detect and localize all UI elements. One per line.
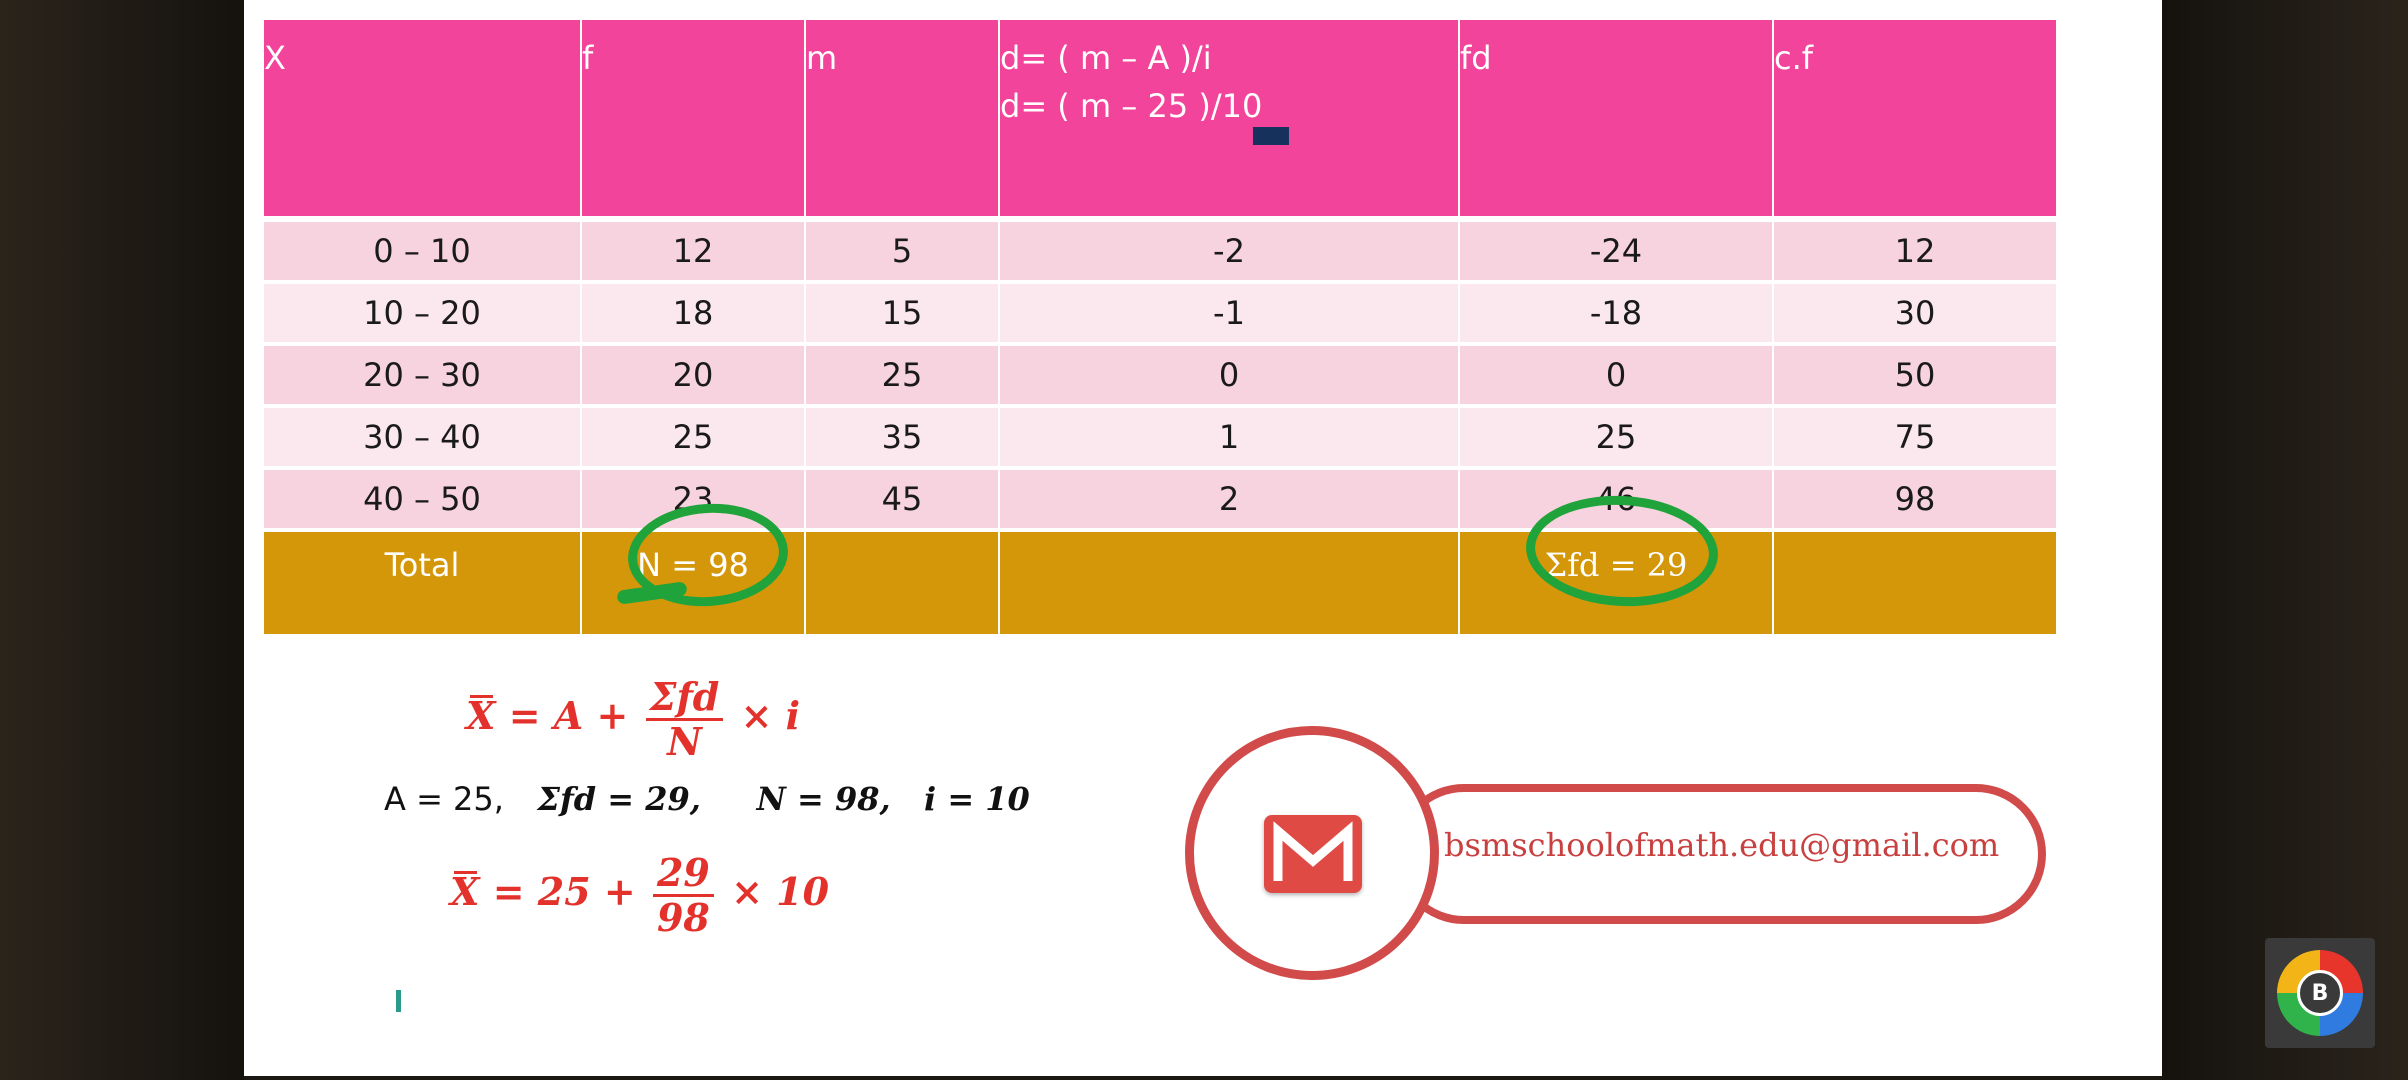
substituted-times: × 10	[731, 869, 830, 914]
x-bar-symbol: X	[466, 693, 496, 738]
cell-fd: 0	[1460, 346, 1772, 404]
cell-f: 12	[582, 222, 804, 280]
channel-logo-letter: B	[2297, 970, 2343, 1016]
cell-m: 35	[806, 408, 998, 466]
header-d-substituted: d= ( m – 25 )/10	[1000, 87, 1263, 125]
cell-cf: 98	[1774, 470, 2056, 528]
value-a: A = 25,	[384, 780, 504, 818]
formula-equals-a: = A +	[508, 693, 629, 738]
cell-cf: 12	[1774, 222, 2056, 280]
formula-times-i: × i	[740, 693, 801, 738]
email-icon-ring	[1185, 726, 1439, 980]
substituted-fraction: 29 98	[652, 852, 714, 940]
email-pill	[1394, 784, 2046, 924]
cell-cf: 75	[1774, 408, 2056, 466]
formula-fraction: Σfd N	[645, 676, 724, 764]
value-sum-fd: Σfd = 29,	[537, 780, 701, 818]
x-bar-symbol: X	[450, 869, 480, 914]
cell-fd: 46	[1460, 470, 1772, 528]
right-backdrop	[2162, 0, 2408, 1080]
cell-x: 20 – 30	[264, 346, 580, 404]
left-backdrop	[0, 0, 244, 1080]
cell-m: 5	[806, 222, 998, 280]
total-n: N = 98	[582, 532, 804, 634]
value-n: N = 98,	[756, 780, 891, 818]
substituted-equals: = 25 +	[492, 869, 636, 914]
header-fd: fd	[1460, 20, 1772, 216]
cell-x: 10 – 20	[264, 284, 580, 342]
substituted-formula: X = 25 + 29 98 × 10	[450, 852, 829, 939]
cell-d: 1	[1000, 408, 1458, 466]
cell-f: 23	[582, 470, 804, 528]
cell-m: 15	[806, 284, 998, 342]
header-d: d= ( m – A )/i d= ( m – 25 )/10	[1000, 20, 1458, 216]
total-cf-empty	[1774, 532, 2056, 634]
header-m: m	[806, 20, 998, 216]
total-m-empty	[806, 532, 998, 634]
cell-d: 0	[1000, 346, 1458, 404]
total-label: Total	[264, 532, 580, 634]
cell-f: 18	[582, 284, 804, 342]
cell-f: 25	[582, 408, 804, 466]
cell-x: 0 – 10	[264, 222, 580, 280]
header-x: X	[264, 20, 580, 216]
slide: X f m d= ( m – A )/i d= ( m – 25 )/10 fd…	[244, 0, 2162, 1076]
cell-d: -1	[1000, 284, 1458, 342]
cell-m: 25	[806, 346, 998, 404]
cell-f: 20	[582, 346, 804, 404]
cell-d: -2	[1000, 222, 1458, 280]
given-values: A = 25, Σfd = 29, N = 98, i = 10	[384, 780, 1030, 818]
total-sum-fd: Σfd = 29	[1460, 532, 1772, 634]
cell-cf: 50	[1774, 346, 2056, 404]
value-i: i = 10	[924, 780, 1030, 818]
header-d-formula: d= ( m – A )/i	[1000, 39, 1212, 77]
cell-fd: 25	[1460, 408, 1772, 466]
channel-logo[interactable]: B	[2265, 938, 2375, 1048]
cell-x: 40 – 50	[264, 470, 580, 528]
cell-x: 30 – 40	[264, 408, 580, 466]
mean-formula: X = A + Σfd N × i	[466, 676, 800, 763]
fraction-numerator: 29	[652, 852, 714, 897]
cell-m: 45	[806, 470, 998, 528]
fraction-denominator: N	[667, 719, 702, 764]
header-f: f	[582, 20, 804, 216]
header-cf: c.f	[1774, 20, 2056, 216]
cell-cf: 30	[1774, 284, 2056, 342]
cell-fd: -18	[1460, 284, 1772, 342]
cell-fd: -24	[1460, 222, 1772, 280]
contact-email[interactable]: bsmschoolofmath.edu@gmail.com	[1444, 826, 2000, 864]
fraction-denominator: 98	[656, 895, 710, 940]
text-cursor	[396, 990, 401, 1012]
cell-d: 2	[1000, 470, 1458, 528]
channel-logo-icon: B	[2277, 950, 2363, 1036]
fraction-numerator: Σfd	[645, 676, 724, 721]
pen-marker	[1253, 127, 1289, 145]
gmail-icon	[1264, 815, 1362, 893]
total-d-empty	[1000, 532, 1458, 634]
